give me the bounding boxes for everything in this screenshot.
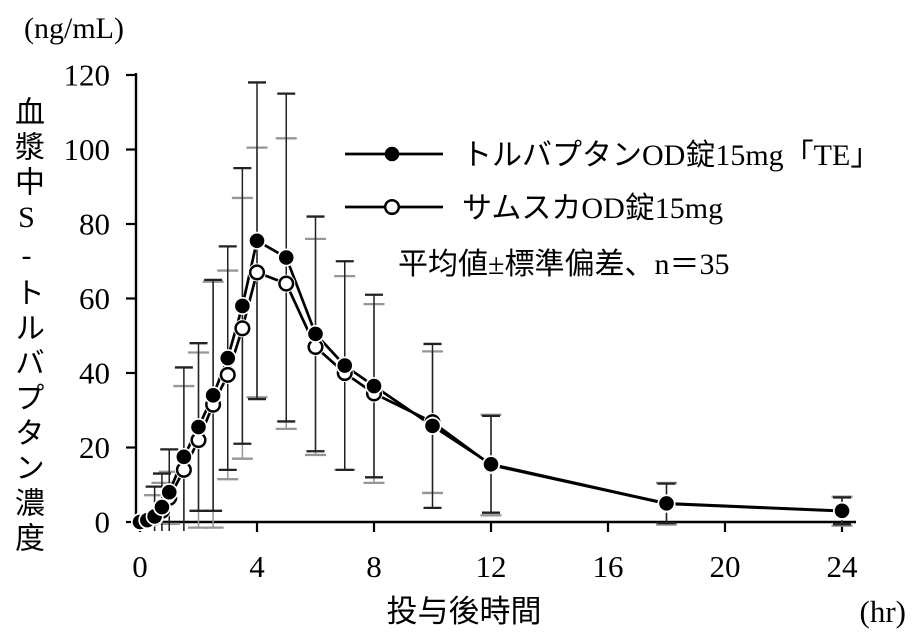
x-tick-label: 20 (710, 549, 741, 584)
data-point-filled (659, 496, 674, 511)
legend-filled-circle-icon (384, 146, 400, 162)
y-tick-label: 60 (79, 281, 110, 316)
data-point-filled (425, 418, 440, 434)
legend-label-tolvaptan-te: トルバプタンOD錠15mg「TE」 (462, 139, 880, 172)
y-tick-label: 0 (95, 505, 111, 540)
data-point-filled (191, 419, 206, 435)
y-tick-label: 120 (64, 58, 111, 93)
x-tick-label: 24 (827, 549, 859, 584)
data-point-filled (220, 350, 236, 366)
axes-group: 0 20 40 60 80 100 120 0 4 8 12 16 20 24 (64, 58, 859, 585)
x-tick-label: 8 (366, 549, 382, 584)
y-tick-label: 40 (79, 356, 110, 391)
x-tick-label: 16 (593, 549, 624, 584)
data-point-filled (154, 499, 170, 515)
x-tick-label: 12 (476, 549, 507, 584)
legend-open-circle-icon (383, 198, 401, 216)
data-point-open (219, 366, 236, 383)
data-point-filled (366, 378, 382, 394)
data-point-filled (834, 503, 850, 519)
data-point-filled (176, 449, 192, 465)
legend: トルバプタンOD錠15mg「TE」 サムスカOD錠15mg 平均値±標準偏差、n… (345, 139, 880, 281)
data-point-filled (205, 388, 221, 403)
data-point-open (278, 275, 295, 292)
data-point-filled (235, 298, 250, 314)
data-point-filled (161, 484, 177, 500)
x-axis-title: 投与後時間 (387, 594, 542, 629)
data-point-open (248, 264, 266, 281)
data-point-filled (337, 358, 353, 373)
x-axis-unit-label: (hr) (860, 594, 906, 629)
legend-label-samsca: サムスカOD錠15mg (462, 192, 723, 225)
y-tick-label: 20 (79, 430, 110, 465)
data-point-filled (278, 250, 294, 265)
y-tick-label: 100 (64, 132, 111, 167)
mean-sd-note: 平均値±標準偏差、n＝35 (398, 248, 729, 281)
data-point-filled (249, 233, 265, 249)
data-point-filled (483, 456, 499, 472)
y-tick-label: 80 (79, 207, 110, 242)
y-axis-title: 血漿中S-トルバプタン濃度 (10, 96, 43, 557)
x-tick-label: 0 (132, 549, 148, 584)
data-point-open (234, 320, 251, 337)
data-point-filled (308, 326, 323, 342)
x-tick-label: 4 (249, 549, 265, 584)
y-axis-unit-label: (ng/mL) (24, 12, 124, 45)
series-markers-group (131, 231, 851, 531)
